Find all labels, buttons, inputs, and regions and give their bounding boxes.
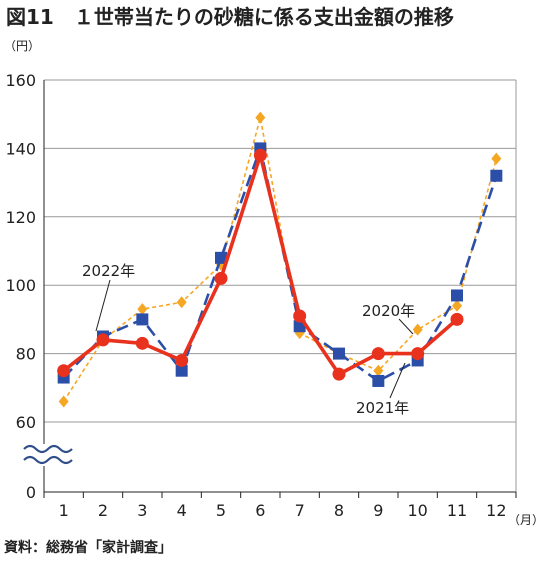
point-2022 (135, 336, 149, 350)
point-2022 (253, 148, 267, 162)
point-2021 (372, 374, 385, 387)
point-2022 (293, 309, 307, 323)
x-tick-label: 2 (98, 501, 108, 520)
axis-break-icon (22, 444, 73, 466)
x-tick-label: 11 (447, 501, 467, 520)
label-2021-leader (389, 362, 406, 399)
point-2020 (137, 303, 148, 316)
y-tick-label: 160 (5, 71, 36, 90)
axis-break-wave (23, 444, 73, 454)
series-layer (57, 111, 503, 408)
x-tick-labels: 1 2 3 4 5 6 7 8 9 10 11 12 (59, 501, 507, 520)
point-2020 (255, 111, 266, 124)
source-note: 資料：総務省「家計調査」 (4, 539, 172, 556)
y-tick-label: 120 (5, 208, 36, 227)
point-2020 (452, 299, 462, 312)
point-2021 (215, 251, 227, 264)
x-tick-label: 4 (177, 501, 187, 520)
axis-break-wave (23, 455, 73, 465)
point-2022 (175, 353, 189, 367)
point-2021 (451, 289, 463, 302)
y-tick-label: 80 (16, 345, 36, 364)
point-2020 (491, 152, 502, 165)
chart-title: 図11 １世帯当たりの砂糖に係る支出金額の推移 (6, 5, 454, 29)
point-2021 (254, 142, 267, 155)
point-2021 (136, 313, 149, 326)
x-tick-label: 12 (486, 501, 506, 520)
point-2020 (412, 323, 423, 336)
y-tick-labels: 0 60 80 100 120 140 160 (5, 71, 36, 502)
axis-break-mask (22, 444, 68, 466)
series-line-2020 (62, 116, 498, 402)
point-2022 (57, 364, 71, 378)
x-tick-label: 9 (373, 501, 383, 520)
point-2022 (371, 347, 385, 361)
point-2021 (490, 169, 503, 182)
grid (44, 79, 517, 492)
label-2021: 2021年 (356, 399, 409, 417)
label-2020: 2020年 (362, 302, 415, 320)
axes (22, 80, 517, 498)
point-2022 (411, 347, 425, 361)
y-tick-label: 0 (26, 483, 36, 502)
point-2020 (373, 364, 384, 377)
point-2022 (332, 367, 346, 381)
x-tick-label: 3 (137, 501, 147, 520)
point-2021 (175, 364, 188, 377)
point-2021 (333, 347, 345, 360)
x-tick-label: 7 (295, 501, 305, 520)
point-2022 (96, 333, 110, 347)
annotations: 2022年 2020年 2021年 (82, 262, 415, 417)
x-tick-label: 1 (59, 501, 69, 520)
x-tick-label: 8 (334, 501, 344, 520)
x-tick-label: 5 (216, 501, 226, 520)
x-tick-label: 6 (255, 501, 265, 520)
point-2020 (58, 395, 69, 408)
y-tick-label: 60 (16, 413, 36, 432)
label-2022: 2022年 (82, 262, 135, 280)
x-unit-label: （月） (508, 513, 544, 527)
y-tick-label: 100 (5, 276, 36, 295)
label-2022-leader (95, 279, 111, 332)
y-unit-label: （円） (4, 39, 40, 53)
label-2020-leader (398, 318, 414, 335)
y-tick-label: 140 (5, 139, 36, 158)
point-2022 (450, 312, 464, 326)
point-2022 (214, 271, 228, 285)
x-tick-label: 10 (407, 501, 427, 520)
point-2020 (176, 296, 187, 309)
